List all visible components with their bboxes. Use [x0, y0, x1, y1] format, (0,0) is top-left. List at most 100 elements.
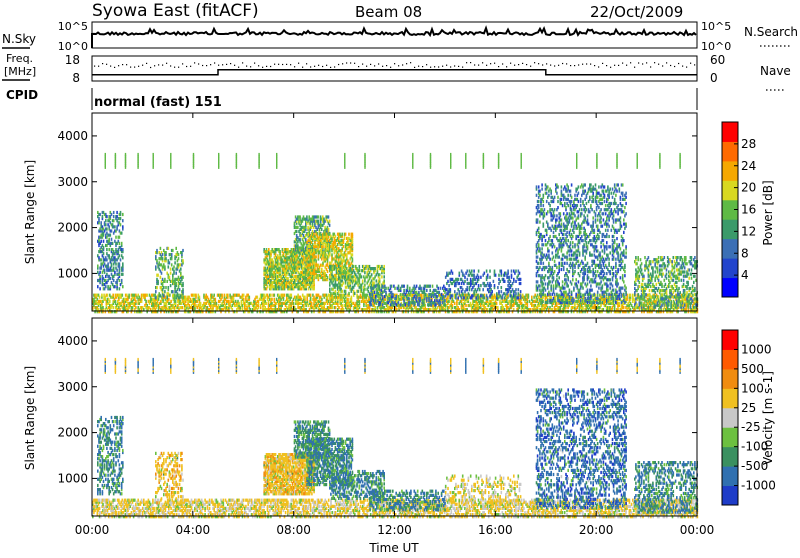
scatter-cell [345, 290, 347, 293]
nave-dot [142, 65, 143, 66]
scatter-cell [550, 296, 552, 299]
noise-left-tick-bottom: 10^0 [58, 40, 88, 53]
nave-dot [474, 64, 475, 65]
scatter-cell [119, 254, 121, 257]
scatter-cell [345, 233, 347, 236]
scatter-cell [352, 233, 354, 236]
scatter-cell [293, 302, 295, 305]
scatter-cell [172, 290, 174, 293]
nave-dot [114, 67, 115, 68]
scatter-cell [170, 268, 172, 271]
scatter-cell [168, 286, 170, 289]
scatter-cell [348, 233, 350, 236]
scatter-cell [273, 260, 275, 263]
nave-dot [450, 66, 451, 67]
nave-dot [310, 66, 311, 67]
nave-dot [402, 64, 403, 65]
nave-dot [690, 63, 691, 64]
scatter-cell [614, 304, 616, 307]
scatter-cell [108, 238, 110, 241]
nave-dot [294, 66, 295, 67]
scatter-cell [180, 272, 182, 275]
nave-dot [290, 64, 291, 65]
scatter-cell [114, 225, 116, 228]
scatter-cell [311, 302, 313, 305]
nave-dot [430, 67, 431, 68]
scatter-cell [315, 259, 317, 262]
scatter-cell [103, 240, 105, 243]
scatter-cell [182, 296, 184, 299]
scatter-cell [162, 257, 164, 260]
scatter-cell [330, 292, 332, 295]
scatter-cell [100, 240, 102, 243]
nave-dot [138, 66, 139, 67]
nave-dot [270, 66, 271, 67]
scatter-cell [341, 233, 343, 236]
nave-dot [98, 66, 99, 67]
nave-dot [654, 62, 655, 63]
scatter-cell [97, 285, 99, 288]
scatter-cell [297, 226, 299, 229]
scatter-cell [341, 265, 343, 268]
scatter-cell [169, 276, 171, 279]
nave-dot [434, 66, 435, 67]
freq-tick-bottom: 8 [72, 71, 80, 85]
scatter-cell [182, 249, 184, 252]
nave-dot [238, 67, 239, 68]
scatter-cell [352, 253, 354, 256]
nave-dot [246, 66, 247, 67]
scatter-cell [318, 220, 320, 223]
scatter-cell [121, 279, 123, 282]
scatter-cell [105, 223, 107, 226]
nave-dot [622, 63, 623, 64]
scatter-cell [111, 262, 113, 265]
scatter-cell [163, 286, 165, 289]
nave-dot [202, 65, 203, 66]
scatter-cell [115, 262, 117, 265]
scatter-cell [175, 282, 177, 285]
nave-dot [634, 67, 635, 68]
nave-dot [174, 67, 175, 68]
nave-dot [366, 66, 367, 67]
scatter-cell [313, 281, 315, 284]
scatter-cell [182, 276, 184, 279]
nave-dot [662, 65, 663, 66]
nave-dot [150, 67, 151, 68]
scatter-cell [329, 224, 331, 227]
scatter-cell [172, 294, 174, 297]
scatter-cell [110, 285, 112, 288]
scatter-cell [128, 294, 130, 297]
scatter-cell [113, 215, 115, 218]
scatter-cell [121, 242, 123, 245]
scatter-cell [329, 220, 331, 223]
scatter-cell [107, 294, 109, 297]
nave-dot [186, 66, 187, 67]
scatter-cell [155, 265, 157, 268]
nave-dot [282, 64, 283, 65]
noise-left-tick-top: 10^5 [58, 20, 88, 33]
nave-dot [374, 65, 375, 66]
scatter-cell [221, 294, 223, 297]
scatter-cell [115, 300, 117, 303]
scatter-cell [105, 219, 107, 222]
nave-dot [154, 65, 155, 66]
nave-dot [266, 66, 267, 67]
scatter-cell [170, 272, 172, 275]
nave-dot [210, 64, 211, 65]
scatter-cell [158, 298, 160, 301]
nave-dot [678, 63, 679, 64]
scatter-cell [582, 306, 584, 309]
freq-tick-top: 18 [65, 53, 80, 67]
scatter-cell [169, 261, 171, 264]
scatter-cell [306, 257, 308, 260]
nave-dot [426, 64, 427, 65]
nave-dot [302, 67, 303, 68]
scatter-cell [173, 270, 175, 273]
noise-right-tick-bottom: 10^0 [701, 40, 731, 53]
nave-dots [94, 62, 695, 68]
nave-dot [94, 66, 95, 67]
nave-dot [558, 65, 559, 66]
scatter-cell [329, 288, 331, 291]
scatter-cell [116, 211, 118, 214]
